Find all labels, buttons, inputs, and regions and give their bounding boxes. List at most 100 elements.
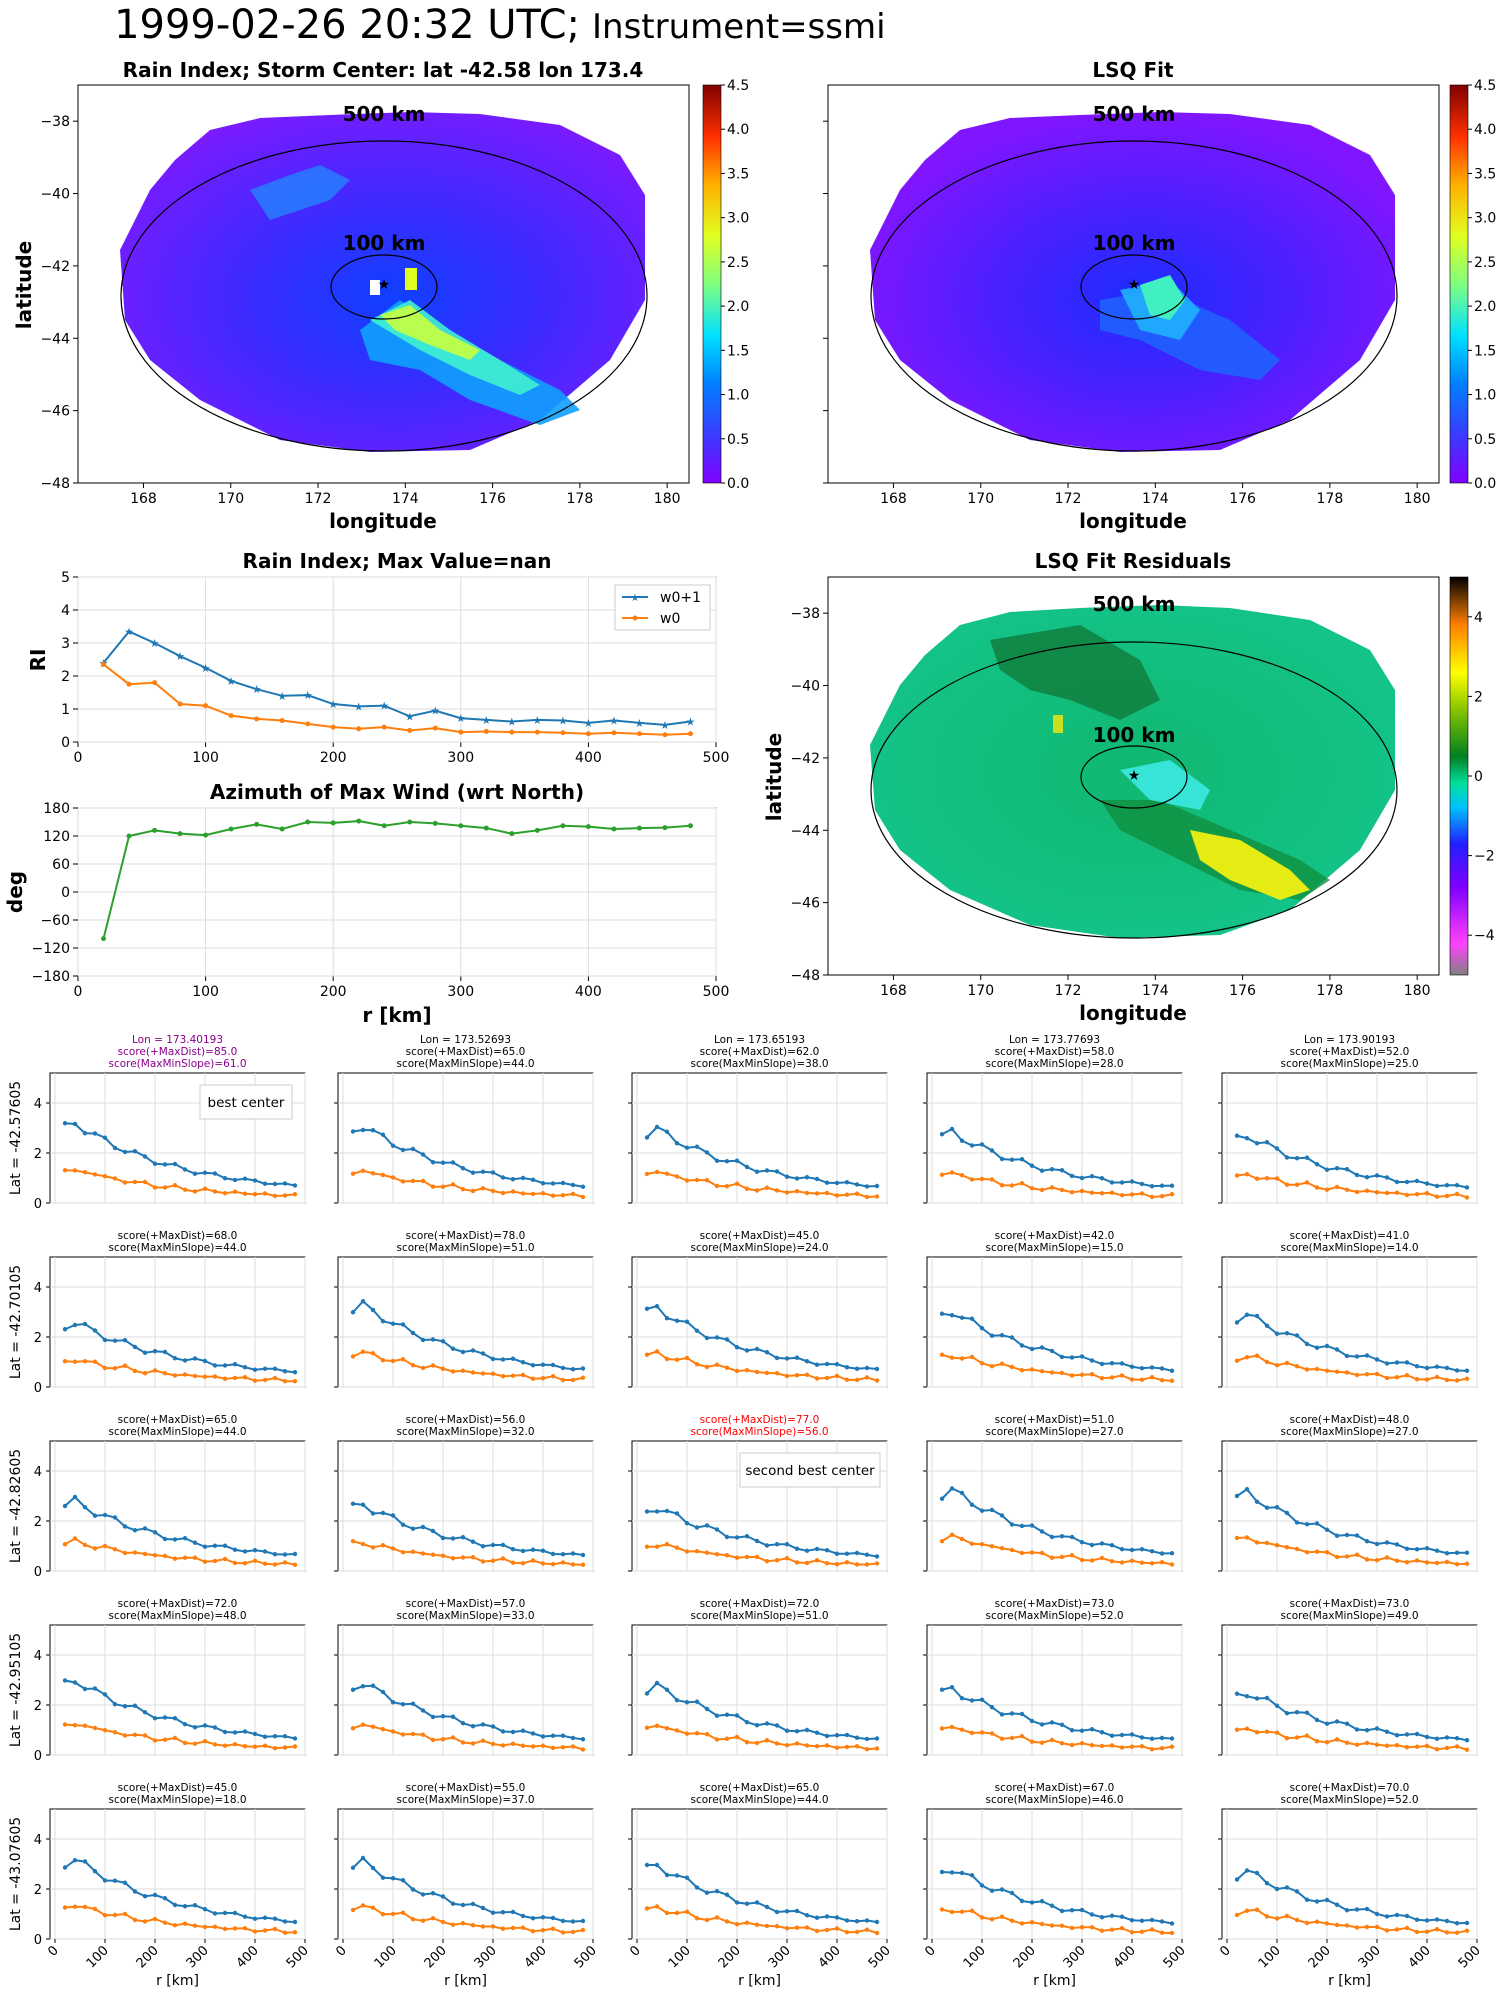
panel-point	[969, 1316, 975, 1321]
panel-point	[1314, 1549, 1320, 1554]
panel-point	[550, 1915, 556, 1921]
panel-point	[969, 1698, 975, 1703]
panel-point	[580, 1552, 586, 1558]
panel-title: score(MaxMinSlope)=25.0	[1280, 1058, 1418, 1070]
panel-series	[646, 1170, 878, 1199]
panel-point	[1099, 1555, 1105, 1561]
panel-point	[490, 1170, 496, 1175]
panel-point	[192, 1540, 198, 1545]
panel-point	[1019, 1550, 1025, 1556]
panel-title: score(MaxMinSlope)=28.0	[985, 1058, 1123, 1070]
resid-map-xlabel: longitude	[1079, 1001, 1187, 1025]
xtick-label: 100	[84, 1943, 112, 1971]
ytick-label: 4	[34, 1281, 42, 1296]
panel-point	[1099, 1928, 1105, 1933]
panel-point	[814, 1928, 820, 1934]
ytick-label: 0	[34, 1933, 42, 1948]
panel-lat-label: Lat = -42.95105	[8, 1633, 24, 1747]
panel-point	[1274, 1703, 1280, 1708]
panel-point	[72, 1494, 78, 1500]
panel-point	[1169, 1930, 1175, 1936]
panel-point	[684, 1145, 690, 1150]
panel-point	[1284, 1155, 1290, 1160]
panel-point	[949, 1909, 955, 1915]
panel-point	[714, 1527, 720, 1532]
panel-point	[1234, 1535, 1240, 1541]
panel-point	[570, 1551, 576, 1556]
panel-point	[654, 1680, 660, 1686]
panel-point	[400, 1878, 406, 1883]
panel-point	[122, 1180, 128, 1185]
panel-point	[460, 1166, 466, 1171]
panel-title: score(+MaxDist)=62.0	[700, 1046, 820, 1058]
panel-title: score(+MaxDist)=45.0	[118, 1782, 238, 1794]
panel-point	[1434, 1194, 1440, 1199]
panel-point	[202, 1170, 208, 1175]
panel-point	[1149, 1365, 1155, 1370]
panel-point	[959, 1490, 965, 1496]
map-ytick-label: −42	[790, 751, 820, 767]
xtick-label: 300	[1356, 1943, 1384, 1971]
series-point	[509, 729, 515, 735]
panel-lon-label: Lon = 173.52693	[420, 1034, 511, 1046]
panel-point	[969, 1730, 975, 1736]
colorbar-tick-label: 2.5	[727, 255, 749, 271]
panel-point	[162, 1715, 168, 1720]
panel-point	[1384, 1729, 1390, 1734]
panel-point	[1069, 1553, 1075, 1558]
panel-point	[1079, 1925, 1085, 1930]
panel-point	[242, 1914, 248, 1919]
panel-point	[864, 1736, 870, 1742]
panel-point	[540, 1734, 546, 1739]
fit-storm-center-marker: ★	[1128, 277, 1141, 293]
series-point	[432, 725, 438, 731]
azimuth-chart-title: Azimuth of Max Wind (wrt North)	[210, 780, 584, 804]
panel-point	[370, 1128, 376, 1133]
colorbar-tick-label: 0.0	[1474, 476, 1496, 492]
map-xtick-label: 178	[567, 491, 594, 507]
panel-point	[854, 1191, 860, 1196]
panel-point	[182, 1372, 188, 1377]
panel-series	[352, 1856, 584, 1923]
panel-point	[350, 1129, 356, 1134]
fit-map-axes	[827, 84, 1440, 484]
panel-point	[1159, 1378, 1165, 1383]
panel-point	[1394, 1743, 1400, 1748]
panel-point	[959, 1138, 965, 1143]
resid-map-yticks: −38−40−42−44−46−48	[790, 606, 828, 984]
panel-axes	[926, 1624, 1183, 1756]
panel-point	[132, 1179, 138, 1185]
panel-point	[282, 1369, 288, 1374]
panel-point	[804, 1925, 810, 1930]
xtick-label: 100	[961, 1943, 989, 1971]
grid-panel: score(MaxMinSlope)=51.0score(+MaxDist)=7…	[628, 1598, 888, 1756]
panel-point	[192, 1741, 198, 1746]
panel-point	[1129, 1364, 1135, 1369]
series-point	[203, 703, 209, 709]
panel-point	[390, 1358, 396, 1364]
panel-point	[1334, 1533, 1340, 1538]
series-point	[126, 833, 132, 839]
panel-point	[400, 1179, 406, 1184]
panel-point	[1039, 1168, 1045, 1173]
panel-title: score(+MaxDist)=68.0	[118, 1230, 238, 1242]
panel-point	[480, 1351, 486, 1356]
panel-point	[684, 1521, 690, 1526]
panel-point	[754, 1538, 760, 1544]
panel-point	[1434, 1183, 1440, 1189]
panel-point	[580, 1375, 586, 1380]
panel-point	[874, 1183, 880, 1189]
panel-point	[360, 1903, 366, 1908]
panel-point	[734, 1713, 740, 1718]
panel-point	[550, 1362, 556, 1368]
resid-ring-100km	[1080, 745, 1188, 809]
grid-panel: score(MaxMinSlope)=56.0score(+MaxDist)=7…	[628, 1414, 888, 1572]
panel-point	[1394, 1542, 1400, 1547]
panel-point	[1464, 1738, 1470, 1743]
panel-series	[1236, 1869, 1468, 1925]
panel-point	[1129, 1558, 1135, 1563]
panel-point	[222, 1556, 228, 1562]
panel-point	[550, 1551, 556, 1557]
panel-point	[450, 1182, 456, 1187]
map-ytick-label: −38	[790, 606, 820, 622]
